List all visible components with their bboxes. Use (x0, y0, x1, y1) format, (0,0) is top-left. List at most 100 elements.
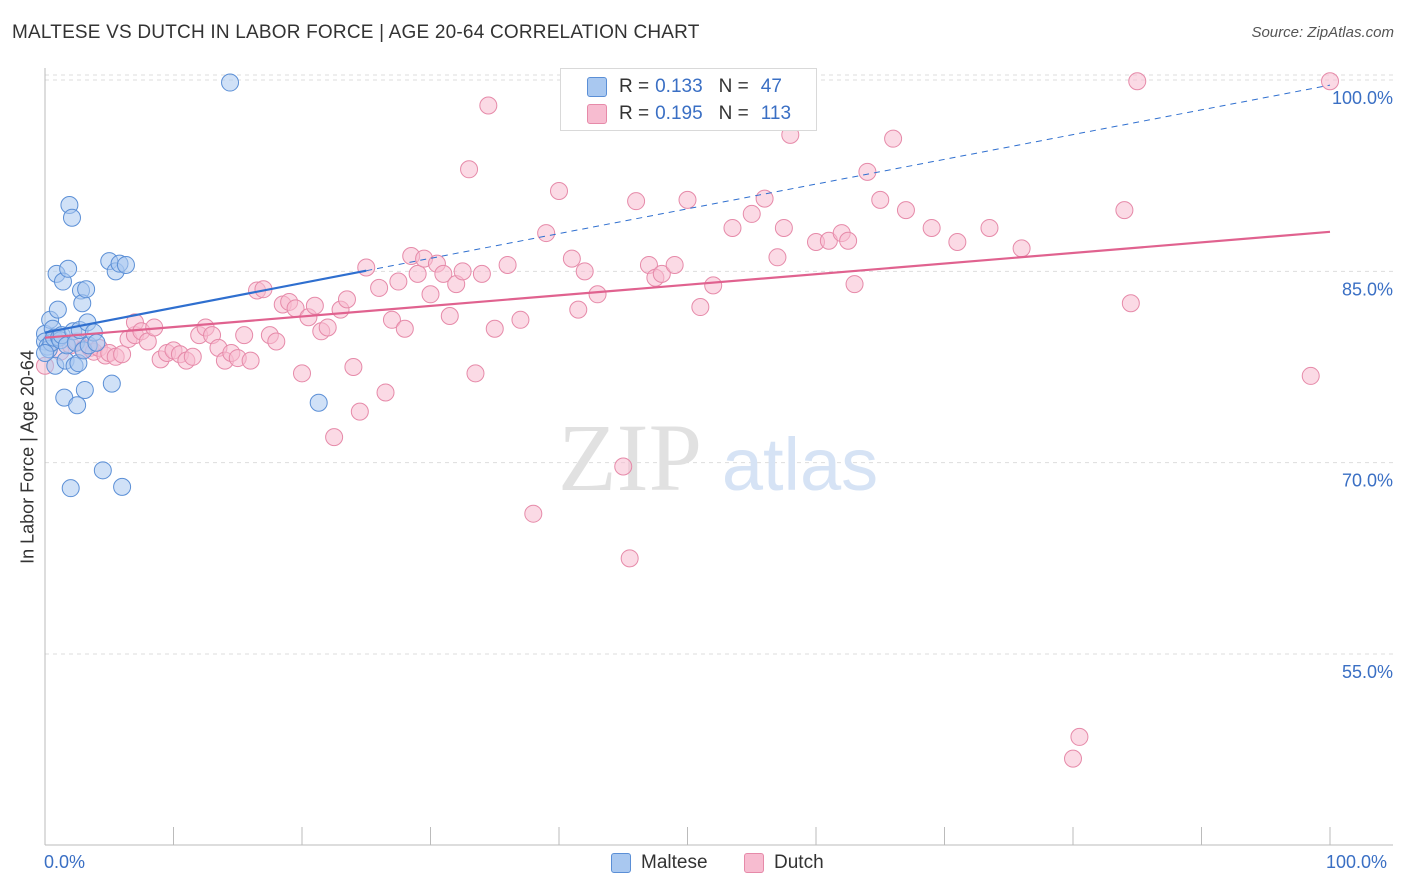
maltese-point (62, 208, 81, 227)
maltese-point (93, 461, 112, 480)
maltese-trend-extension (366, 84, 1331, 272)
dutch-point (588, 285, 607, 304)
dutch-point (723, 218, 742, 237)
dutch-point (235, 326, 254, 345)
dutch-point (376, 383, 395, 402)
maltese-trend-line (44, 269, 367, 334)
dutch-point (678, 190, 697, 209)
dutch-point (665, 255, 684, 274)
dutch-point (472, 264, 491, 283)
dutch-point (537, 224, 556, 243)
r-label: R = (619, 76, 650, 97)
dutch-point (562, 249, 581, 268)
dutch-point (460, 160, 479, 179)
dutch-point (434, 264, 453, 283)
dutch-point (479, 96, 498, 115)
dutch-point (370, 278, 389, 297)
dutch-point (652, 264, 671, 283)
dutch-point (627, 192, 646, 211)
dutch-point (395, 319, 414, 338)
dutch-point (305, 296, 324, 315)
legend-item-dutch[interactable]: Dutch (744, 852, 824, 874)
dutch-point (871, 190, 890, 209)
dutch-point (896, 201, 915, 220)
legend-label-dutch: Dutch (774, 852, 824, 873)
stats-row-dutch: R = 0.195 N = 113 (587, 102, 791, 126)
dutch-point (1012, 239, 1031, 258)
dutch-point (1064, 749, 1082, 768)
dutch-point (408, 264, 427, 283)
dutch-point (440, 306, 459, 325)
y-tick-label: 55.0% (1342, 662, 1393, 682)
dutch-point (113, 345, 132, 364)
maltese-point (309, 393, 328, 412)
dutch-point (498, 255, 517, 274)
dutch-point (774, 218, 793, 237)
maltese-legend-swatch (611, 853, 631, 873)
maltese-point (48, 300, 67, 319)
legend-item-maltese[interactable]: Maltese (611, 852, 708, 874)
dutch-point (704, 276, 723, 295)
dutch-point (858, 162, 877, 181)
dutch-point (421, 285, 440, 304)
watermark-atlas: atlas (722, 423, 878, 506)
dutch-trend-line (44, 230, 1331, 339)
n-label: N = (718, 76, 749, 97)
dutch-point (980, 218, 999, 237)
dutch-point (183, 347, 202, 366)
dutch-point (453, 262, 472, 281)
chart-title: MALTESE VS DUTCH IN LABOR FORCE | AGE 20… (12, 22, 700, 43)
dutch-point (1115, 201, 1134, 220)
dutch-point (382, 310, 401, 329)
r-label: R = (619, 103, 650, 124)
maltese-point (75, 380, 94, 399)
dutch-point (389, 272, 408, 291)
dutch-point (1070, 727, 1089, 746)
maltese-point (87, 333, 106, 352)
dutch-point (614, 457, 633, 476)
dutch-point (466, 364, 485, 383)
dutch-point (768, 248, 787, 267)
maltese-point (102, 374, 121, 393)
dutch-point (293, 364, 311, 383)
dutch-point (485, 319, 504, 338)
source-label: Source: ZipAtlas.com (1251, 24, 1394, 41)
dutch-point (569, 300, 588, 319)
dutch-point (691, 298, 710, 317)
x-tick-label-max: 100.0% (1326, 852, 1388, 872)
maltese-point (36, 343, 54, 362)
dutch-point (742, 204, 761, 223)
watermark-zip: ZIP (558, 404, 702, 511)
stats-legend: R = 0.133 N = 47 R = 0.195 N = 113 (560, 68, 817, 131)
maltese-point (116, 255, 135, 274)
dutch-point (511, 310, 530, 329)
dutch-point (337, 290, 356, 309)
dutch-point (318, 318, 337, 337)
n-value: 47 (760, 76, 782, 97)
maltese-point (68, 396, 87, 415)
y-tick-label: 100.0% (1332, 88, 1393, 108)
dutch-point (575, 262, 594, 281)
y-tick-label: 85.0% (1342, 279, 1393, 299)
dutch-point (550, 181, 568, 200)
dutch-point (948, 232, 967, 251)
dutch-point (241, 351, 260, 370)
dutch-swatch (587, 104, 607, 124)
dutch-point (350, 402, 369, 421)
dutch-point (267, 332, 286, 351)
dutch-point (344, 358, 363, 376)
dutch-point (357, 258, 376, 277)
dutch-point (620, 549, 639, 568)
dutch-point (1128, 72, 1147, 91)
dutch-point (1321, 72, 1339, 91)
legend-label-maltese: Maltese (641, 852, 708, 873)
maltese-point (77, 280, 96, 299)
stats-row-maltese: R = 0.133 N = 47 (587, 75, 782, 99)
dutch-point (1301, 366, 1320, 385)
dutch-point (845, 275, 864, 294)
dutch-point (524, 504, 543, 523)
maltese-point (59, 259, 78, 278)
dutch-point (839, 231, 858, 250)
y-tick-label: 70.0% (1342, 471, 1393, 491)
